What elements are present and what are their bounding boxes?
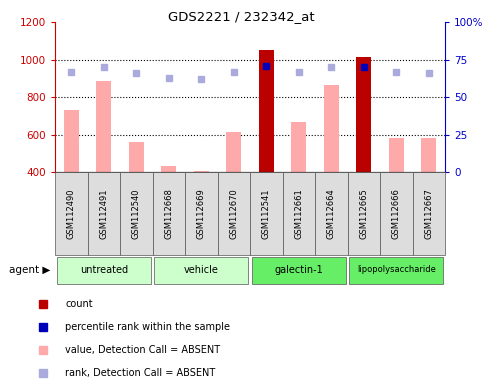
FancyBboxPatch shape xyxy=(57,257,151,283)
Bar xyxy=(324,85,339,172)
Text: GSM112670: GSM112670 xyxy=(229,188,238,239)
Bar xyxy=(283,172,315,255)
Bar xyxy=(315,172,347,255)
FancyBboxPatch shape xyxy=(252,257,346,283)
Bar xyxy=(259,50,273,172)
FancyBboxPatch shape xyxy=(349,257,443,283)
Bar xyxy=(389,138,404,172)
Bar xyxy=(55,172,87,255)
Bar xyxy=(227,132,241,172)
Text: galectin-1: galectin-1 xyxy=(274,265,323,275)
Text: GSM112668: GSM112668 xyxy=(164,188,173,239)
Text: untreated: untreated xyxy=(80,265,128,275)
Text: agent ▶: agent ▶ xyxy=(9,265,50,275)
Text: GDS2221 / 232342_at: GDS2221 / 232342_at xyxy=(168,10,315,23)
Bar xyxy=(412,172,445,255)
Bar xyxy=(64,110,79,172)
Text: GSM112490: GSM112490 xyxy=(67,188,76,239)
Bar xyxy=(356,57,371,172)
Text: GSM112669: GSM112669 xyxy=(197,188,206,239)
Text: GSM112541: GSM112541 xyxy=(262,188,271,239)
FancyBboxPatch shape xyxy=(154,257,248,283)
Bar xyxy=(250,172,283,255)
Bar xyxy=(161,166,176,172)
Text: GSM112667: GSM112667 xyxy=(424,188,433,239)
Text: GSM112661: GSM112661 xyxy=(294,188,303,239)
Bar xyxy=(291,122,306,172)
Bar xyxy=(380,172,412,255)
Text: percentile rank within the sample: percentile rank within the sample xyxy=(66,322,230,332)
Bar xyxy=(217,172,250,255)
Bar xyxy=(87,172,120,255)
Bar xyxy=(185,172,217,255)
Bar xyxy=(153,172,185,255)
Bar xyxy=(120,172,153,255)
Text: rank, Detection Call = ABSENT: rank, Detection Call = ABSENT xyxy=(66,367,216,377)
Bar xyxy=(194,171,209,172)
Text: GSM112665: GSM112665 xyxy=(359,188,368,239)
Bar xyxy=(97,81,111,172)
Text: vehicle: vehicle xyxy=(184,265,219,275)
Text: GSM112666: GSM112666 xyxy=(392,188,401,239)
Bar xyxy=(129,142,143,172)
Bar xyxy=(347,172,380,255)
Bar xyxy=(422,138,436,172)
Text: GSM112491: GSM112491 xyxy=(99,188,108,239)
Text: lipopolysaccharide: lipopolysaccharide xyxy=(357,265,436,275)
Text: GSM112664: GSM112664 xyxy=(327,188,336,239)
Text: value, Detection Call = ABSENT: value, Detection Call = ABSENT xyxy=(66,345,221,355)
Text: GSM112540: GSM112540 xyxy=(132,188,141,239)
Text: count: count xyxy=(66,300,93,310)
